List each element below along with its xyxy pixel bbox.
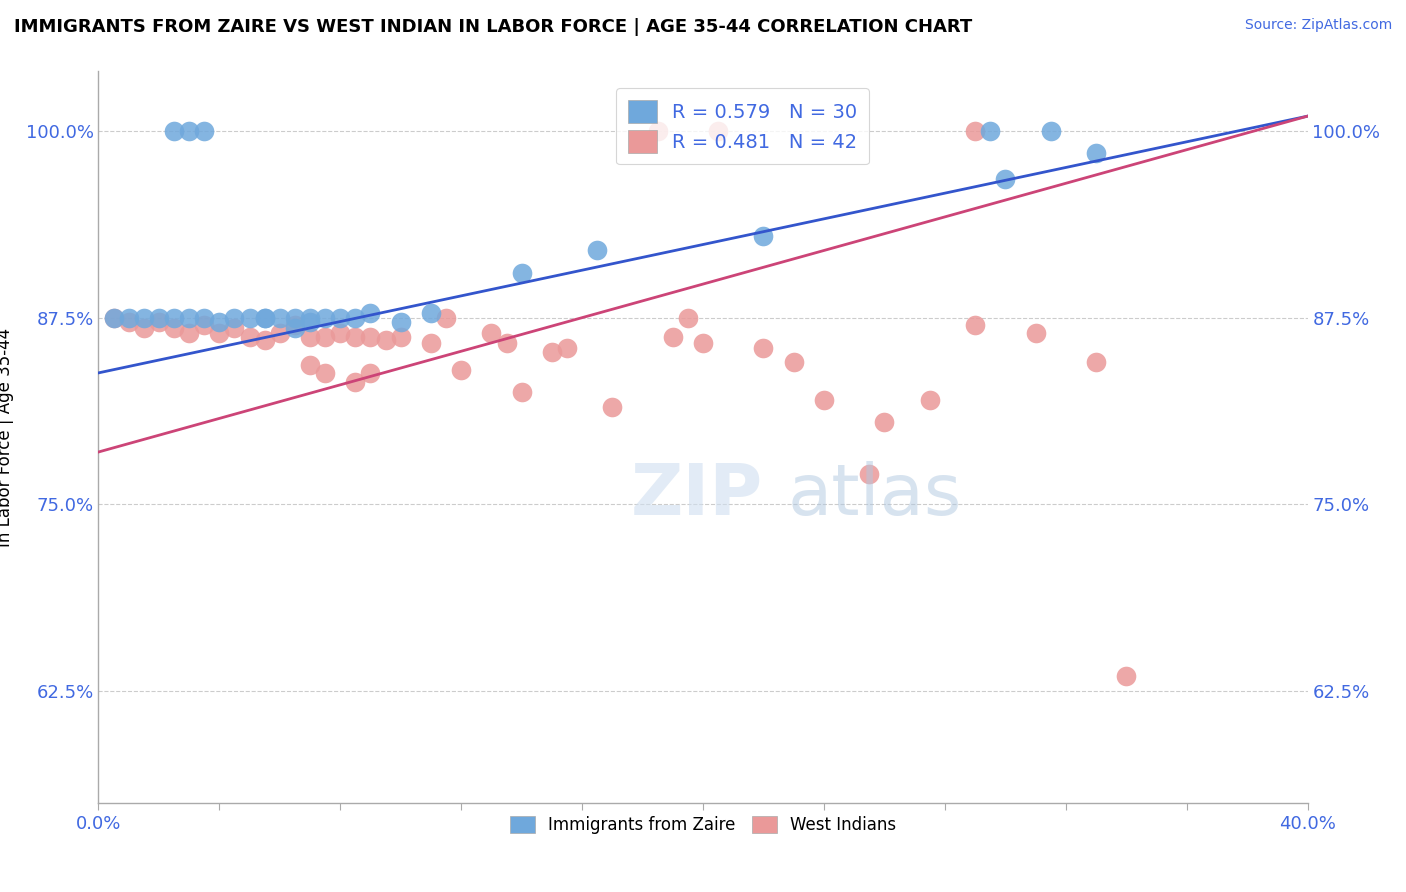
Point	[420, 336, 443, 351]
Point	[193, 318, 215, 332]
Point	[813, 392, 835, 407]
Point	[344, 310, 367, 325]
Point	[510, 385, 533, 400]
Point	[692, 336, 714, 351]
Point	[284, 310, 307, 325]
Point	[979, 124, 1001, 138]
Point	[752, 228, 775, 243]
Point	[208, 326, 231, 340]
Point	[179, 326, 201, 340]
Point	[163, 124, 186, 138]
Point	[329, 310, 352, 325]
Point	[163, 310, 186, 325]
Legend: Immigrants from Zaire, West Indians: Immigrants from Zaire, West Indians	[502, 807, 904, 842]
Point	[360, 330, 382, 344]
Point	[783, 355, 806, 369]
Point	[148, 315, 170, 329]
Point	[208, 315, 231, 329]
Point	[103, 310, 125, 325]
Point	[193, 124, 215, 138]
Point	[389, 315, 412, 329]
Point	[389, 330, 412, 344]
Text: atlas: atlas	[787, 461, 962, 530]
Point	[752, 341, 775, 355]
Point	[193, 310, 215, 325]
Text: Source: ZipAtlas.com: Source: ZipAtlas.com	[1244, 18, 1392, 32]
Point	[103, 310, 125, 325]
Point	[344, 330, 367, 344]
Point	[224, 321, 246, 335]
Point	[314, 366, 336, 380]
Point	[420, 306, 443, 320]
Point	[586, 244, 609, 258]
Point	[299, 359, 322, 373]
Text: IMMIGRANTS FROM ZAIRE VS WEST INDIAN IN LABOR FORCE | AGE 35-44 CORRELATION CHAR: IMMIGRANTS FROM ZAIRE VS WEST INDIAN IN …	[14, 18, 973, 36]
Text: ZIP: ZIP	[631, 461, 763, 530]
Point	[344, 375, 367, 389]
Point	[253, 310, 276, 325]
Point	[329, 326, 352, 340]
Point	[269, 310, 291, 325]
Point	[602, 401, 624, 415]
Point	[314, 330, 336, 344]
Point	[314, 310, 336, 325]
Point	[918, 392, 941, 407]
Point	[555, 341, 578, 355]
Point	[661, 330, 683, 344]
Point	[495, 336, 517, 351]
Point	[1039, 124, 1062, 138]
Point	[434, 310, 457, 325]
Point	[179, 124, 201, 138]
Point	[299, 330, 322, 344]
Point	[118, 315, 141, 329]
Point	[118, 310, 141, 325]
Point	[299, 310, 322, 325]
Point	[540, 345, 562, 359]
Point	[132, 310, 155, 325]
Point	[510, 266, 533, 280]
Point	[239, 330, 262, 344]
Point	[1085, 355, 1108, 369]
Point	[450, 363, 472, 377]
Point	[965, 318, 987, 332]
Point	[163, 321, 186, 335]
Point	[284, 321, 307, 335]
Point	[253, 310, 276, 325]
Point	[481, 326, 503, 340]
Point	[224, 310, 246, 325]
Point	[707, 124, 730, 138]
Point	[1115, 669, 1137, 683]
Point	[132, 321, 155, 335]
Point	[647, 124, 669, 138]
Point	[873, 415, 896, 429]
Y-axis label: In Labor Force | Age 35-44: In Labor Force | Age 35-44	[0, 327, 14, 547]
Point	[148, 310, 170, 325]
Point	[994, 171, 1017, 186]
Point	[1024, 326, 1046, 340]
Point	[965, 124, 987, 138]
Point	[253, 333, 276, 347]
Point	[374, 333, 396, 347]
Point	[360, 306, 382, 320]
Point	[239, 310, 262, 325]
Point	[360, 366, 382, 380]
Point	[676, 310, 699, 325]
Point	[179, 310, 201, 325]
Point	[1085, 146, 1108, 161]
Point	[299, 315, 322, 329]
Point	[858, 467, 880, 482]
Point	[284, 318, 307, 332]
Point	[269, 326, 291, 340]
